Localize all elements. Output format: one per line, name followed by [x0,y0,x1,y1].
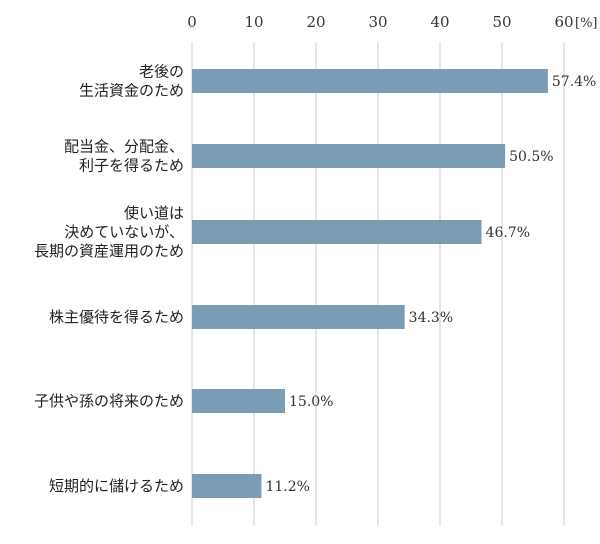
category-label: 株主優待を得るため [49,308,184,326]
category-label: 生活資金のため [79,82,184,100]
x-axis-ticks: 0 10 20 30 40 50 60 [187,13,573,31]
bar [192,144,506,168]
x-tick-label: 20 [306,13,325,31]
category-label: 子供や孫の将来のため [34,392,184,410]
value-labels: 57.4% 50.5% 46.7% 34.3% 15.0% 11.2% [265,74,596,495]
category-label: 長期の資産運用のため [34,242,184,260]
bar [192,474,262,498]
value-label: 46.7% [486,225,530,241]
category-label: 配当金、分配金、 [64,138,184,156]
grid-lines [191,42,565,526]
bar [192,220,482,244]
x-tick-label: 50 [492,13,511,31]
bar [192,69,548,93]
value-label: 15.0% [289,394,333,410]
category-labels: 老後の生活資金のため配当金、分配金、利子を得るため使い道は決めていないが、長期の… [34,63,184,496]
bars [192,69,548,498]
category-label: 老後の [139,63,184,81]
bar [192,305,405,329]
x-tick-label: 40 [430,13,449,31]
category-label: 短期的に儲けるため [49,477,184,495]
x-tick-label: 60 [554,13,573,31]
value-label: 11.2% [265,479,309,495]
category-label: 使い道は [124,204,184,222]
category-label: 利子を得るため [79,157,184,175]
x-tick-label: 0 [187,13,197,31]
x-axis-unit: [%] [575,16,598,31]
value-label: 50.5% [509,149,553,165]
value-label: 57.4% [552,74,596,90]
x-tick-label: 10 [244,13,263,31]
value-label: 34.3% [409,310,453,326]
category-label: 決めていないが、 [64,223,184,241]
x-tick-label: 30 [368,13,387,31]
bar [192,389,285,413]
